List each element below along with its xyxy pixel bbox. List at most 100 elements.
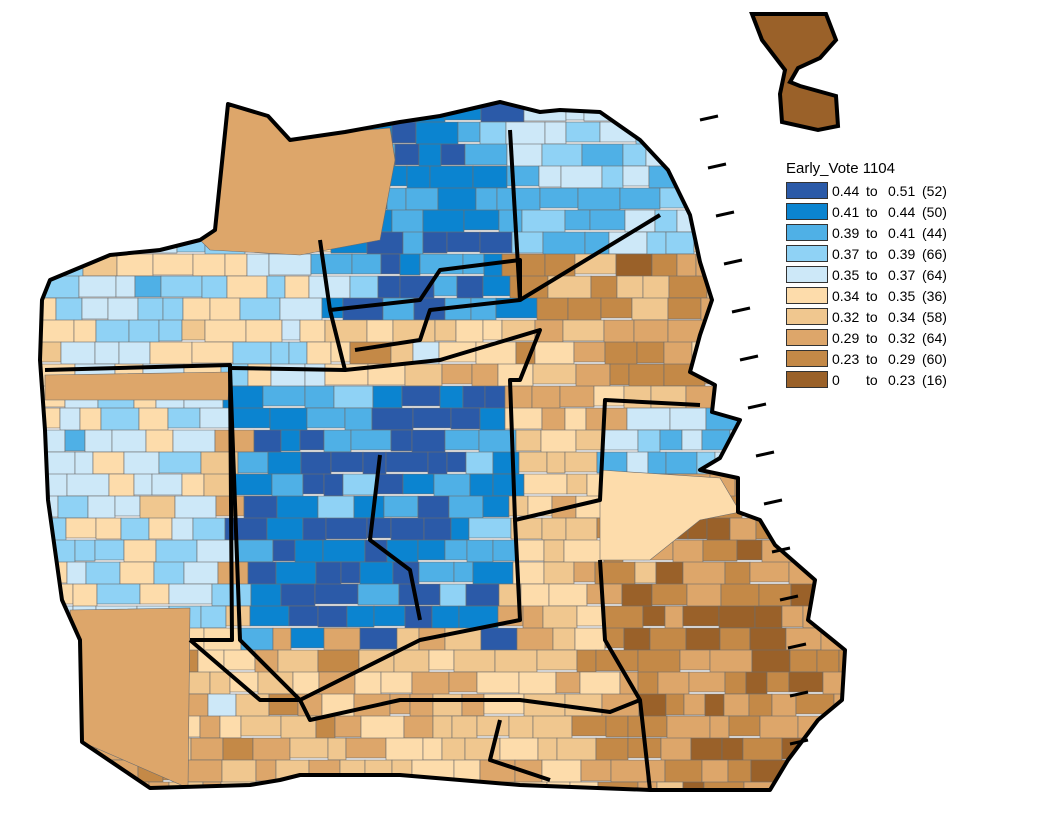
precinct xyxy=(759,429,797,453)
precinct xyxy=(81,297,109,320)
precinct xyxy=(772,473,812,498)
precinct xyxy=(270,341,290,368)
precinct xyxy=(272,539,296,562)
precinct xyxy=(601,429,639,451)
precinct xyxy=(741,121,774,145)
precinct xyxy=(497,363,534,388)
precinct xyxy=(448,671,478,693)
legend-low: 0.34 xyxy=(832,287,860,304)
precinct xyxy=(406,165,431,191)
precinct xyxy=(499,737,539,762)
legend-count: (16) xyxy=(922,371,947,388)
legend-high: 0.23 xyxy=(888,371,916,388)
precinct xyxy=(402,231,424,256)
precinct xyxy=(604,605,644,630)
precinct xyxy=(337,781,369,790)
precinct xyxy=(367,781,406,790)
precinct xyxy=(404,781,445,790)
precinct xyxy=(85,561,121,586)
legend-to: to xyxy=(866,371,878,388)
precinct xyxy=(476,715,510,737)
precinct xyxy=(720,583,760,609)
precinct xyxy=(386,187,407,213)
precinct xyxy=(751,319,790,343)
precinct xyxy=(446,231,481,253)
precinct xyxy=(544,121,567,145)
precinct xyxy=(657,671,690,696)
precinct xyxy=(664,759,703,784)
precinct xyxy=(40,561,68,584)
precinct xyxy=(663,341,693,367)
pier xyxy=(771,546,791,554)
precinct xyxy=(781,605,804,628)
precinct xyxy=(219,715,242,739)
legend-row: 0.32 to 0.34 (58) xyxy=(786,306,947,327)
precinct xyxy=(340,561,361,584)
legend-swatch xyxy=(786,329,828,346)
legend-row: 0.39 to 0.41 (44) xyxy=(786,222,947,243)
precinct xyxy=(702,121,743,146)
precinct xyxy=(444,429,480,451)
precinct xyxy=(399,253,421,276)
precinct xyxy=(391,759,413,783)
precinct xyxy=(432,693,463,717)
precinct xyxy=(390,429,413,452)
precinct xyxy=(401,385,441,407)
legend-to: to xyxy=(866,203,878,220)
precinct xyxy=(349,275,379,300)
precinct xyxy=(659,102,699,125)
precinct xyxy=(95,517,122,540)
precinct xyxy=(95,319,130,344)
precinct xyxy=(709,341,746,364)
precinct xyxy=(543,539,565,563)
precinct xyxy=(736,539,763,561)
precinct xyxy=(626,407,671,431)
precinct xyxy=(666,715,711,740)
precinct xyxy=(515,429,542,452)
precinct xyxy=(79,102,111,124)
precinct xyxy=(710,165,748,188)
precinct xyxy=(539,187,579,209)
pier xyxy=(715,210,735,218)
precinct xyxy=(137,297,164,324)
precinct xyxy=(668,143,696,169)
precinct xyxy=(446,451,467,473)
precinct xyxy=(262,385,306,407)
precinct xyxy=(276,495,319,520)
precinct xyxy=(668,275,708,299)
precinct xyxy=(211,583,232,607)
precinct xyxy=(158,319,183,342)
precinct xyxy=(108,473,135,499)
legend-to: to xyxy=(866,245,878,262)
precinct xyxy=(810,473,845,499)
precinct xyxy=(841,121,845,145)
precinct xyxy=(58,102,81,123)
precinct xyxy=(40,429,66,453)
precinct xyxy=(226,275,268,300)
precinct xyxy=(182,297,211,324)
precinct xyxy=(589,209,626,231)
precinct xyxy=(255,759,277,782)
precinct xyxy=(57,495,89,519)
precinct xyxy=(60,121,84,147)
precinct xyxy=(288,605,319,627)
precinct xyxy=(656,781,684,790)
precinct xyxy=(763,231,789,255)
precinct xyxy=(704,693,725,719)
precinct xyxy=(339,759,366,786)
precinct xyxy=(40,781,60,790)
legend-swatch xyxy=(786,245,828,262)
precinct xyxy=(682,605,720,627)
precinct xyxy=(703,319,726,343)
precinct xyxy=(540,429,577,454)
precinct xyxy=(480,627,518,652)
precinct xyxy=(357,583,400,606)
precinct xyxy=(754,605,783,629)
precinct xyxy=(579,671,621,698)
precinct xyxy=(758,583,792,607)
precinct xyxy=(284,275,310,300)
precinct xyxy=(40,583,74,605)
precinct xyxy=(464,143,508,166)
precinct xyxy=(576,605,606,627)
precinct xyxy=(304,385,335,409)
